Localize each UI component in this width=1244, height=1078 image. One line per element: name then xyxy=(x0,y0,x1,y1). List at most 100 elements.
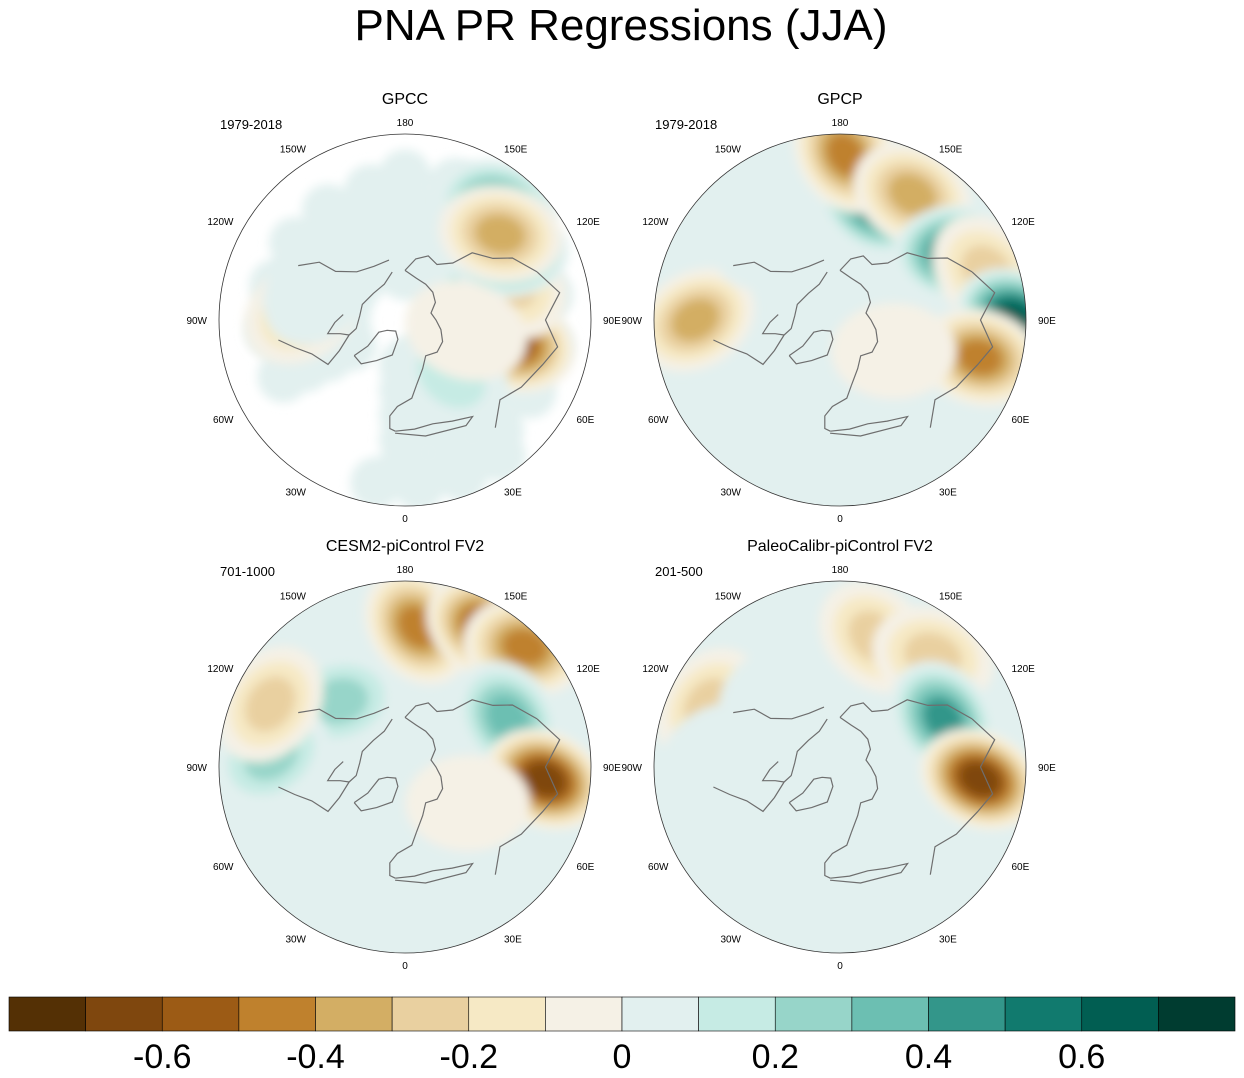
colorbar-segment xyxy=(621,996,699,1032)
land-cell xyxy=(435,449,488,502)
longitude-label: 90E xyxy=(1038,316,1056,327)
coastline xyxy=(839,716,879,833)
longitude-label: 60E xyxy=(1012,862,1030,873)
anomaly-contour xyxy=(803,785,926,885)
panel-2: 180 150E 120E 90E 60E 30E 0 30W 60W 90W 120W 150W GP… xyxy=(621,91,1056,525)
longitude-label: 90W xyxy=(621,763,642,774)
longitude-label: 150E xyxy=(939,145,963,156)
longitude-label: 150E xyxy=(504,592,528,603)
colorbar-segment xyxy=(161,996,240,1032)
longitude-label: 60W xyxy=(648,862,669,873)
panel-title: GPCC xyxy=(382,91,428,108)
longitude-label: 150W xyxy=(280,145,307,156)
coastline xyxy=(348,718,393,783)
longitude-label: 30W xyxy=(720,935,741,946)
coastline xyxy=(783,718,828,783)
colorbar-segment xyxy=(1004,996,1083,1032)
colorbar-segment xyxy=(1081,996,1159,1032)
anomaly-contour xyxy=(263,231,373,346)
longitude-label: 90W xyxy=(186,316,207,327)
longitude-label: 120W xyxy=(642,664,669,675)
colorbar-segment xyxy=(545,996,623,1032)
coastline xyxy=(353,329,399,365)
coastline xyxy=(733,259,825,273)
coastline xyxy=(839,269,879,386)
longitude-label: 90W xyxy=(621,316,642,327)
longitude-label: 0 xyxy=(402,514,408,525)
colorbar-segment xyxy=(391,996,470,1032)
panel-1: 180 150E 120E 90E 60E 30E 0 30W 60W 90W 120W 150W GP… xyxy=(186,91,621,525)
coastline xyxy=(298,259,390,273)
longitude-label: 180 xyxy=(397,565,414,576)
colorbar-segment xyxy=(698,996,776,1032)
longitude-label: 30W xyxy=(285,488,306,499)
longitude-label: 30W xyxy=(720,488,741,499)
anomaly-contour xyxy=(405,755,531,852)
colorbar-tick-label: -0.4 xyxy=(286,1038,345,1076)
coastline xyxy=(404,699,538,720)
colorbar-tick-label: 0.2 xyxy=(752,1038,799,1076)
longitude-label: 30W xyxy=(285,935,306,946)
panel-title: PaleoCalibr-piControl FV2 xyxy=(747,538,933,555)
panel-period: 1979-2018 xyxy=(655,117,717,132)
longitude-label: 60W xyxy=(213,415,234,426)
coastline xyxy=(713,334,785,366)
coastline xyxy=(395,415,475,437)
longitude-label: 60E xyxy=(577,415,595,426)
longitude-label: 150W xyxy=(280,592,307,603)
colorbar-segment xyxy=(928,996,1006,1032)
panel-outline xyxy=(653,133,1027,507)
coastline xyxy=(839,699,973,720)
longitude-label: 60E xyxy=(1012,415,1030,426)
coastline xyxy=(404,716,444,833)
coastline xyxy=(278,781,350,813)
coastline xyxy=(839,252,973,273)
longitude-label: 0 xyxy=(837,961,843,972)
longitude-label: 30E xyxy=(939,488,957,499)
colorbar-segment xyxy=(851,996,929,1032)
anomaly-contour xyxy=(712,190,835,291)
coastlines xyxy=(278,699,561,884)
anomaly-contour xyxy=(658,703,775,810)
panel-4: 180 150E 120E 90E 60E 30E 0 30W 60W 90W 120W 150W Pa… xyxy=(621,538,1056,972)
coastline xyxy=(788,776,834,812)
colorbar-segment xyxy=(85,996,163,1032)
coastline xyxy=(788,329,834,365)
longitude-label: 0 xyxy=(402,961,408,972)
longitude-label: 120E xyxy=(577,217,601,228)
longitude-label: 150W xyxy=(715,145,742,156)
coastline xyxy=(733,706,825,720)
coastline xyxy=(389,831,418,879)
colorbar-segment xyxy=(315,996,393,1032)
longitude-label: 180 xyxy=(832,565,849,576)
colorbar-segment xyxy=(774,996,853,1032)
longitude-label: 90E xyxy=(603,763,621,774)
anomaly-contour xyxy=(475,214,526,255)
coastline xyxy=(353,776,399,812)
longitude-label: 0 xyxy=(837,514,843,525)
coastline xyxy=(830,415,910,437)
longitude-label: 120W xyxy=(642,217,669,228)
colorbar-tick-label: 0.6 xyxy=(1058,1038,1105,1076)
longitude-label: 120E xyxy=(577,664,601,675)
anomaly-field xyxy=(219,581,591,895)
longitude-label: 60W xyxy=(648,415,669,426)
coastline xyxy=(404,269,444,386)
longitude-label: 90E xyxy=(603,316,621,327)
colorbar-tick-label: -0.2 xyxy=(440,1038,499,1076)
longitude-label: 30E xyxy=(504,488,522,499)
colorbar-segment xyxy=(8,996,86,1032)
anomaly-contour xyxy=(711,337,823,449)
panel-outline xyxy=(653,580,1027,954)
anomaly-field xyxy=(655,581,1026,885)
anomaly-contour xyxy=(831,303,957,399)
anomaly-contour xyxy=(671,298,720,342)
coastline xyxy=(783,271,828,336)
coastline xyxy=(494,718,561,875)
panel-period: 701-1000 xyxy=(220,564,275,579)
coastline xyxy=(929,271,996,428)
coastlines xyxy=(713,252,996,437)
panel-period: 201-500 xyxy=(655,564,703,579)
coastline xyxy=(713,781,785,813)
